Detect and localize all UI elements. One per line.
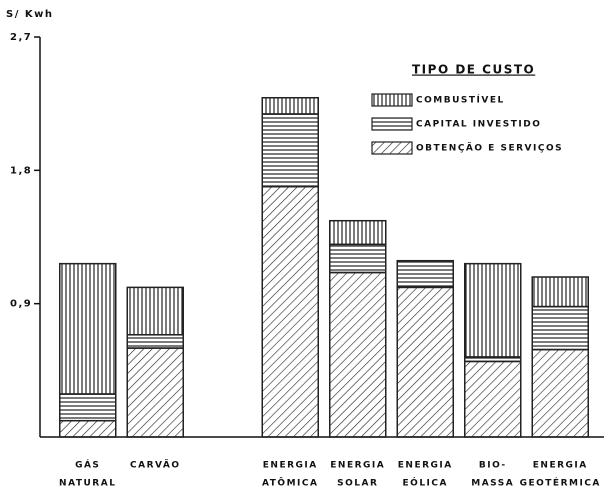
- bar-segment: [531, 348, 589, 438]
- y-tick-label: 0,9: [10, 299, 32, 310]
- x-tick-label: MASSA: [471, 479, 514, 489]
- bar-segment: [261, 185, 319, 438]
- bar-segment: [59, 262, 117, 395]
- bar-segment: [59, 393, 117, 422]
- x-tick-label: EÓLICA: [403, 477, 448, 489]
- legend-swatch: [371, 93, 413, 107]
- x-tick-label: CARVÃO: [130, 460, 180, 471]
- x-tick-label: ENERGIA: [263, 461, 318, 471]
- legend-swatch: [371, 141, 413, 155]
- bar-segment: [126, 347, 184, 438]
- legend-label: COMBUSTÍVEL: [416, 94, 505, 106]
- bar-segment: [531, 305, 589, 351]
- x-tick-label: GÁS: [75, 459, 100, 471]
- y-axis-label: S/ Kwh: [6, 9, 53, 20]
- bar-segment: [126, 334, 184, 349]
- bar-segment: [261, 113, 319, 188]
- bar-segment: [464, 262, 522, 358]
- bar-segment: [329, 271, 387, 438]
- bar-segment: [261, 96, 319, 115]
- y-tick-label: 1,8: [10, 165, 32, 176]
- legend-title: TIPO DE CUSTO: [412, 63, 535, 77]
- x-tick-label: SOLAR: [337, 479, 378, 489]
- x-tick-label: ENERGIA: [533, 461, 588, 471]
- y-tick-label: 2,7: [10, 32, 32, 43]
- bar-segment: [329, 219, 387, 246]
- x-tick-label: ENERGIA: [398, 461, 453, 471]
- bar-segment: [126, 286, 184, 336]
- legend-label: OBTENÇÃO E SERVIÇOS: [416, 143, 563, 154]
- bar-segment: [396, 259, 454, 289]
- x-tick-label: BIO-: [479, 461, 507, 471]
- x-tick-label: NATURAL: [59, 479, 116, 489]
- bar-segment: [329, 243, 387, 274]
- x-tick-label: ENERGIA: [330, 461, 385, 471]
- legend-label: CAPITAL INVESTIDO: [416, 120, 541, 130]
- bar-segment: [59, 419, 117, 438]
- bar-segment: [531, 276, 589, 308]
- bar-segment: [464, 360, 522, 438]
- bar-segment: [396, 286, 454, 438]
- legend-swatch: [371, 117, 413, 131]
- x-tick-label: GEOTÉRMICA: [520, 477, 601, 489]
- x-tick-label: ATÔMICA: [262, 477, 318, 489]
